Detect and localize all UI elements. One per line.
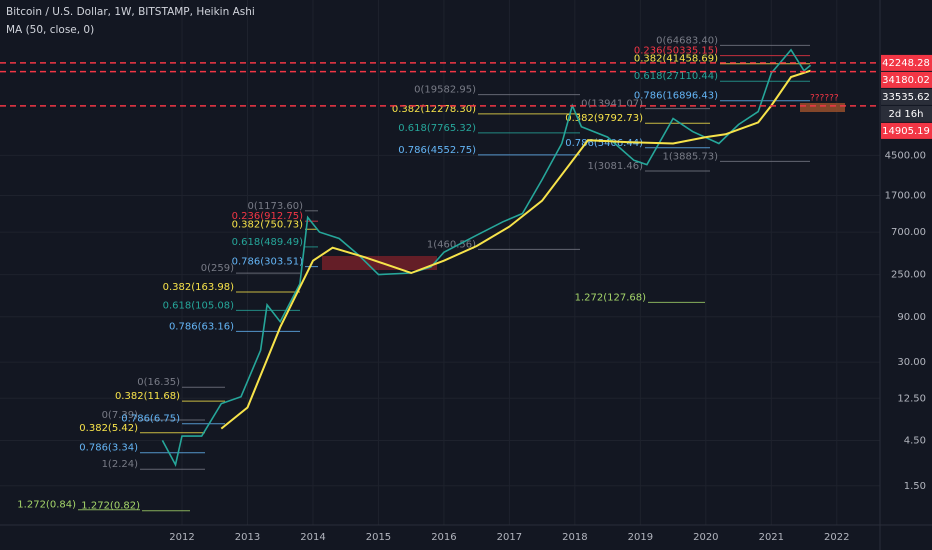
fib-label: 1(3081.46) bbox=[587, 161, 643, 172]
fib-label: 0(19582.95) bbox=[414, 85, 476, 96]
fib-label: 0.382(163.98) bbox=[163, 282, 235, 293]
zone bbox=[800, 103, 845, 112]
fib-label: 0.786(5406.44) bbox=[565, 138, 643, 149]
x-tick-label: 2022 bbox=[824, 532, 849, 543]
grid bbox=[0, 0, 880, 525]
y-tick-label: 1.50 bbox=[904, 481, 926, 492]
fib-label: 0.618(105.08) bbox=[163, 300, 235, 311]
fib-label: 0(64683.40) bbox=[656, 35, 718, 46]
fib-label: 1.272(0.84) bbox=[17, 500, 76, 511]
y-tick-label: 1700.00 bbox=[885, 191, 926, 202]
fib-label: 0.786(303.51) bbox=[232, 257, 304, 268]
price-label: 14905.19 bbox=[882, 126, 930, 137]
annotation: ?????? bbox=[810, 94, 839, 104]
price-label: 33535.62 bbox=[882, 92, 930, 103]
y-tick-label: 30.00 bbox=[897, 357, 926, 368]
fib-label: 0.786(16896.43) bbox=[634, 91, 718, 102]
x-tick-label: 2018 bbox=[562, 532, 587, 543]
indicator-label: MA (50, close, 0) bbox=[6, 24, 94, 36]
fib-label: 0(7.39) bbox=[102, 410, 139, 421]
fib-label: 0(259) bbox=[201, 263, 234, 274]
fib-label: 1.272(0.82) bbox=[81, 501, 140, 512]
x-tick-label: 2017 bbox=[497, 532, 522, 543]
x-tick-label: 2019 bbox=[628, 532, 653, 543]
fib-label: 0.618(489.49) bbox=[232, 237, 304, 248]
price-label-bg bbox=[881, 88, 932, 105]
x-tick-label: 2021 bbox=[759, 532, 784, 543]
price-line bbox=[161, 48, 812, 467]
price-label: 2d 16h bbox=[889, 109, 924, 120]
fib-label: 0.382(11.68) bbox=[115, 391, 180, 402]
fib-label: 0.618(7765.32) bbox=[398, 123, 476, 134]
y-tick-label: 250.00 bbox=[891, 270, 926, 281]
y-tick-label: 12.50 bbox=[897, 393, 926, 404]
fib-label: 0.382(9792.73) bbox=[565, 113, 643, 124]
fib-label: 0.786(3.34) bbox=[79, 443, 138, 454]
price-label-bg bbox=[881, 122, 932, 139]
fib-label: 0.382(41458.69) bbox=[634, 54, 718, 65]
fib-label: 1(460.56) bbox=[427, 239, 476, 250]
fib-label: 0.382(5.42) bbox=[79, 423, 138, 434]
fib-label: 0(16.35) bbox=[137, 377, 180, 388]
fib-label: 0(13941.07) bbox=[581, 99, 643, 110]
x-tick-label: 2015 bbox=[366, 532, 391, 543]
fib-label: 0.786(6.75) bbox=[121, 414, 180, 425]
fib-label: 0.382(750.73) bbox=[232, 219, 304, 230]
price-label-bg bbox=[881, 71, 932, 88]
fib-label: 0.382(12278.30) bbox=[392, 104, 476, 115]
fib-label: 0.236(50335.15) bbox=[634, 46, 718, 57]
fib-label: 0.236(912.75) bbox=[232, 211, 304, 222]
y-tick-label: 4.50 bbox=[904, 435, 926, 446]
x-tick-label: 2014 bbox=[300, 532, 325, 543]
y-tick-label: 90.00 bbox=[897, 312, 926, 323]
price-label-bg bbox=[881, 54, 932, 71]
price-label-bg bbox=[881, 105, 932, 122]
ma-line bbox=[220, 69, 811, 430]
fib-label: 1.272(127.68) bbox=[575, 292, 647, 303]
price-label: 34180.02 bbox=[882, 75, 930, 86]
chart-title: Bitcoin / U.S. Dollar, 1W, BITSTAMP, Hei… bbox=[6, 6, 255, 18]
x-tick-label: 2020 bbox=[693, 532, 718, 543]
x-tick-label: 2013 bbox=[235, 532, 260, 543]
fib-label: 0.786(63.16) bbox=[169, 321, 234, 332]
fib-label: 1(2.24) bbox=[102, 459, 139, 470]
fib-label: 0.618(27110.44) bbox=[634, 71, 718, 82]
y-tick-label: 700.00 bbox=[891, 227, 926, 238]
fib-label: 0.786(4552.75) bbox=[398, 145, 476, 156]
y-tick-label: 4500.00 bbox=[885, 150, 926, 161]
fib-label: 0(1173.60) bbox=[247, 201, 303, 212]
x-tick-label: 2016 bbox=[431, 532, 456, 543]
price-label: 42248.28 bbox=[882, 58, 930, 69]
fib-label: 1(3885.73) bbox=[662, 151, 718, 162]
x-tick-label: 2012 bbox=[169, 532, 194, 543]
plot: 0(7.39) 0.382(5.42) 0.786(3.34) 1(2.24) 1.27… bbox=[17, 35, 812, 512]
